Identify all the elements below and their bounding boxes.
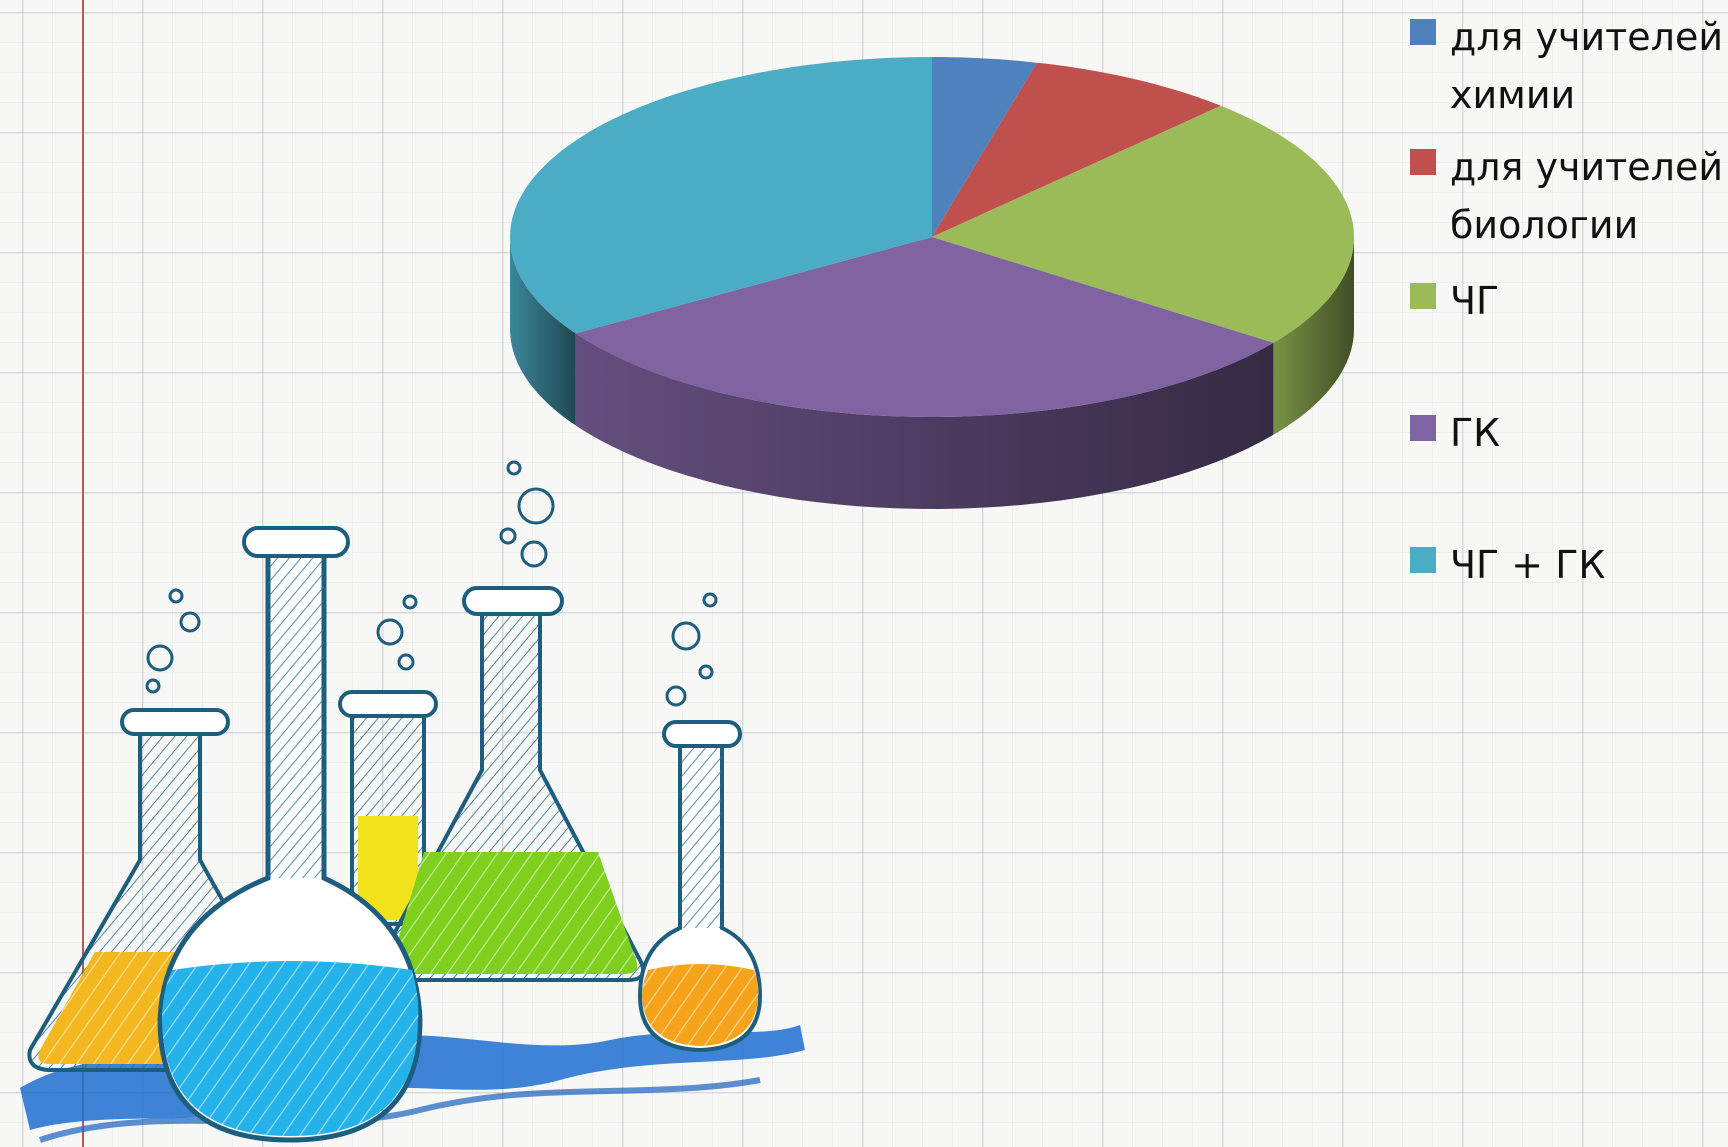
legend-swatch (1410, 415, 1436, 441)
pie-slice-чг-гк (510, 57, 932, 334)
legend-item-biology-teachers: для учителей биологии (1410, 138, 1728, 254)
legend-item-chg: ЧГ (1410, 272, 1728, 330)
pie-slice-гк (575, 237, 1274, 417)
lab-flasks-illustration (20, 460, 805, 1143)
legend-item-chemistry-teachers: для учителей химии (1410, 8, 1728, 124)
legend-item-chg-plus-gk: ЧГ + ГК (1410, 536, 1728, 594)
legend-label: для учителей биологии (1450, 145, 1724, 247)
pie-slice-чг (932, 105, 1354, 343)
legend-label: ГК (1450, 411, 1501, 455)
test-tube-yellow (338, 594, 438, 926)
pie-side-чг-гк (510, 237, 576, 426)
round-bottom-flask-blue (157, 526, 423, 1143)
legend-swatch (1410, 19, 1436, 45)
pie-top-face (510, 57, 1354, 417)
legend-label: ЧГ (1450, 279, 1500, 323)
legend-swatch (1410, 283, 1436, 309)
pie-side-чг (1273, 237, 1354, 435)
pie-slice-для-учителей-химии (932, 57, 1037, 237)
pie-side-walls (510, 237, 1354, 509)
round-flask-orange (637, 592, 763, 1053)
pie-slice-для-учителей-биологии (932, 62, 1221, 238)
legend-item-gk: ГК (1410, 404, 1728, 462)
notebook-margin-line (82, 0, 84, 1147)
legend-label: ЧГ + ГК (1450, 543, 1606, 587)
legend-swatch (1410, 149, 1436, 175)
pie-side-гк (575, 333, 1274, 509)
legend-label: для учителей химии (1450, 15, 1724, 117)
legend-swatch (1410, 547, 1436, 573)
